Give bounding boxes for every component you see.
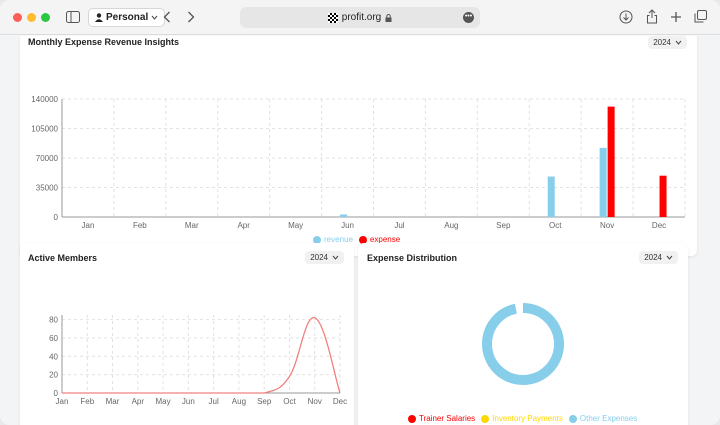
page-content: Monthly Expense Revenue Insights 2024 0 3… — [0, 36, 720, 425]
chevron-down-icon — [332, 255, 339, 260]
expense-bar — [607, 106, 615, 217]
line-x-tick-label: May — [156, 397, 171, 406]
expense-distribution-card: Expense Distribution 2024 Trainer Salari… — [358, 243, 688, 425]
back-icon[interactable] — [163, 11, 171, 23]
distribution-year-value: 2024 — [644, 253, 662, 262]
bar-x-tick-label: Jul — [394, 221, 404, 230]
address-text: profit.org — [341, 12, 382, 23]
bar-y-tick-label: 105000 — [31, 125, 58, 134]
bar-x-tick-label: May — [288, 221, 303, 230]
close-window-button[interactable] — [13, 13, 22, 22]
other-expenses-slice — [482, 303, 564, 385]
bar-x-tick-label: Sep — [496, 221, 511, 230]
browser-toolbar: Personal profit.org ••• — [0, 0, 720, 35]
bar-y-tick-label: 35000 — [36, 184, 59, 193]
bar-x-tick-label: Dec — [652, 221, 666, 230]
revenue-chart-legend: revenue expense — [313, 235, 400, 244]
line-x-tick-label: Feb — [80, 397, 94, 406]
bar-y-tick-label: 0 — [54, 213, 59, 222]
site-favicon-icon — [327, 12, 338, 23]
chevron-down-icon — [675, 40, 682, 45]
legend-expense-label: expense — [369, 235, 401, 244]
chevron-down-icon — [666, 255, 673, 260]
legend-revenue-label: revenue — [324, 235, 353, 244]
expense-distribution-donut-chart — [482, 303, 564, 385]
legend-item-trainer-salaries[interactable]: Trainer Salaries — [408, 414, 475, 423]
legend-trainer-salaries-label: Trainer Salaries — [419, 414, 476, 423]
legend-inventory-payments-label: Inventory Payments — [492, 414, 563, 423]
members-line — [61, 317, 341, 394]
trainer-salaries-swatch — [408, 414, 416, 423]
line-x-tick-label: Jan — [56, 397, 69, 406]
lock-icon — [385, 13, 392, 22]
minimize-window-button[interactable] — [27, 13, 36, 22]
line-x-tick-label: Mar — [106, 397, 120, 406]
bar-y-tick-label: 140000 — [31, 95, 58, 104]
line-x-tick-label: Oct — [283, 397, 296, 406]
bar-y-tick-label: 70000 — [36, 154, 59, 163]
sidebar-toggle-icon[interactable] — [66, 11, 80, 23]
line-y-tick-label: 0 — [54, 389, 59, 398]
legend-item-other-expenses[interactable]: Other Expenses — [568, 414, 638, 423]
legend-item-expense[interactable]: expense — [358, 235, 401, 244]
members-card-title: Active Members — [28, 253, 98, 263]
revenue-bar — [340, 214, 348, 217]
active-members-card: Active Members 2024 0 20 40 60 80 Jan Feb Mar Ap… — [20, 243, 354, 425]
revenue-card-title: Monthly Expense Revenue Insights — [28, 37, 180, 47]
share-icon[interactable] — [646, 9, 658, 24]
bar-x-tick-label: Jan — [82, 221, 95, 230]
line-x-tick-label: Apr — [132, 397, 145, 406]
distribution-card-title: Expense Distribution — [367, 253, 458, 263]
chevron-down-icon — [151, 15, 158, 20]
address-bar[interactable]: profit.org ••• — [240, 7, 480, 28]
bar-x-tick-label: Jun — [341, 221, 354, 230]
forward-icon[interactable] — [187, 11, 195, 23]
profile-label: Personal — [106, 12, 149, 23]
line-x-tick-label: Aug — [232, 397, 246, 406]
tab-overview-icon[interactable] — [694, 10, 707, 23]
bar-x-tick-label: Nov — [600, 221, 614, 230]
other-expenses-swatch — [568, 414, 577, 423]
new-tab-icon[interactable] — [670, 11, 682, 23]
bar-x-tick-label: Feb — [133, 221, 147, 230]
bar-x-tick-label: Aug — [444, 221, 458, 230]
line-x-tick-label: Sep — [257, 397, 272, 406]
line-x-tick-label: Dec — [333, 397, 347, 406]
distribution-year-select[interactable]: 2024 — [639, 251, 678, 264]
legend-item-revenue[interactable]: revenue — [313, 235, 353, 244]
download-icon[interactable] — [619, 10, 633, 24]
inventory-payments-swatch — [481, 414, 490, 423]
line-y-tick-label: 40 — [49, 352, 58, 361]
line-x-tick-label: Nov — [308, 397, 322, 406]
line-x-tick-label: Jul — [209, 397, 219, 406]
revenue-bar — [599, 147, 607, 217]
bar-x-tick-label: Apr — [237, 221, 250, 230]
line-y-tick-label: 80 — [49, 316, 58, 325]
line-x-tick-label: Jun — [182, 397, 195, 406]
revenue-bar — [547, 176, 555, 217]
line-y-tick-label: 60 — [49, 334, 58, 343]
distribution-chart-legend: Trainer Salaries Inventory Payments Othe… — [408, 414, 637, 423]
members-year-select[interactable]: 2024 — [305, 251, 344, 264]
active-members-line-chart: 0 20 40 60 80 Jan Feb Mar Apr May Jun Jul Aug Sep Oct N… — [49, 315, 347, 406]
person-icon — [95, 13, 103, 22]
expense-swatch — [358, 235, 367, 244]
legend-item-inventory-payments[interactable]: Inventory Payments — [481, 414, 563, 423]
revenue-swatch — [313, 235, 321, 244]
legend-other-expenses-label: Other Expenses — [579, 414, 638, 423]
members-year-value: 2024 — [310, 253, 328, 262]
expense-bar — [659, 175, 667, 217]
line-y-tick-label: 20 — [49, 371, 58, 380]
bar-x-tick-label: Oct — [549, 221, 562, 230]
profile-button[interactable]: Personal — [88, 8, 166, 27]
revenue-insights-card: Monthly Expense Revenue Insights 2024 0 3… — [20, 36, 697, 256]
revenue-year-value: 2024 — [653, 38, 671, 47]
revenue-expense-bar-chart: 0 35000 70000 105000 140000 Jan Feb Mar Apr May Ju… — [31, 95, 686, 230]
page-menu-icon[interactable]: ••• — [463, 12, 474, 23]
revenue-year-select[interactable]: 2024 — [648, 36, 687, 49]
zoom-window-button[interactable] — [41, 13, 50, 22]
bar-x-tick-label: Mar — [185, 221, 199, 230]
